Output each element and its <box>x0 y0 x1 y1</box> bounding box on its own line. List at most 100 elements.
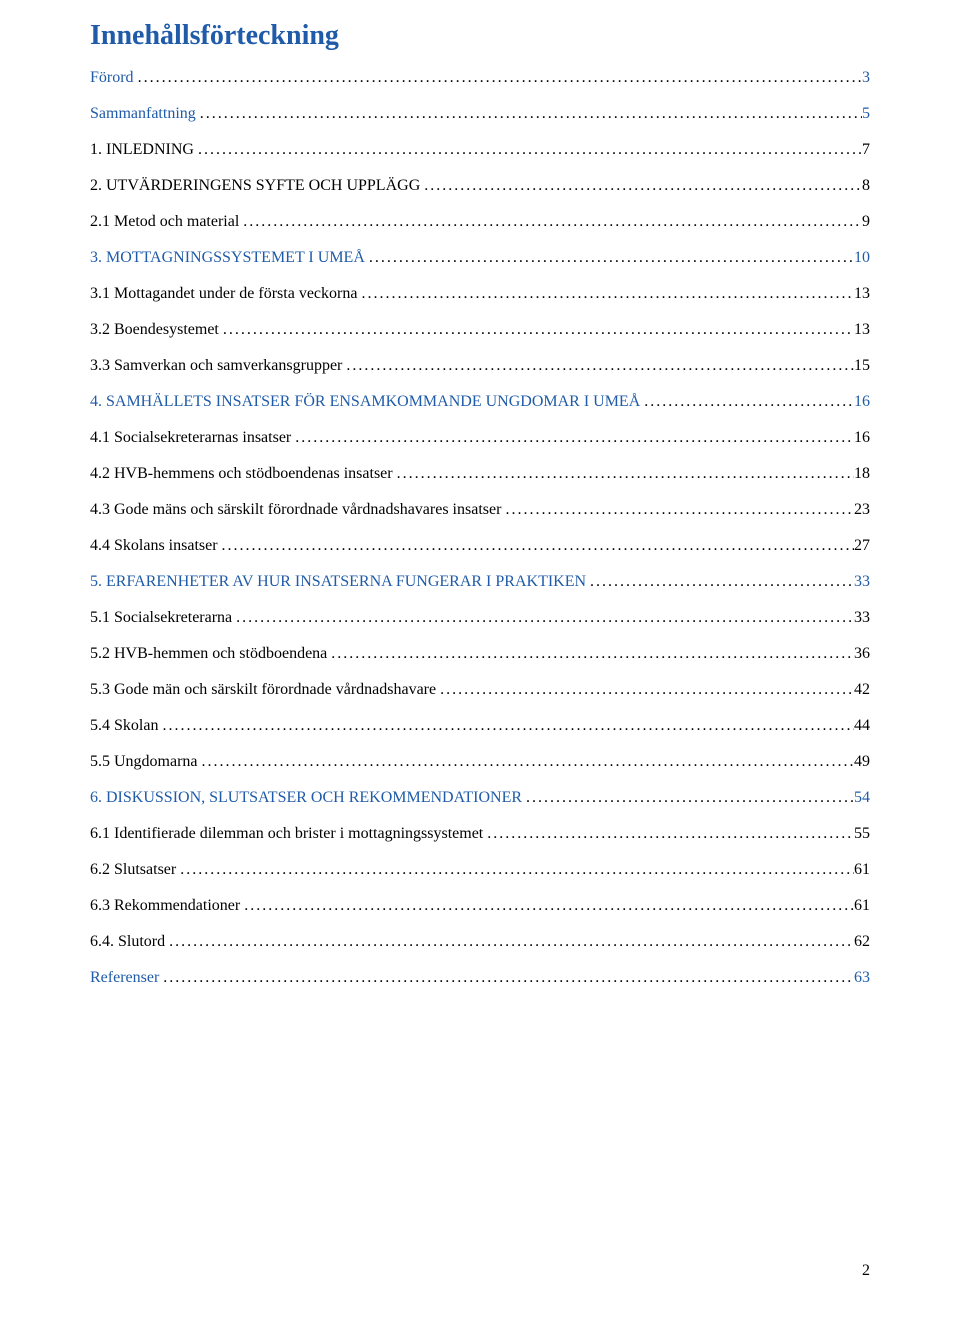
toc-entry-label: 3. MOTTAGNINGSSYSTEMET I UMEÅ <box>90 246 365 270</box>
toc-entry-page: 36 <box>854 642 870 666</box>
toc-leaders: ........................................… <box>291 426 854 450</box>
toc-entry-page: 42 <box>854 678 870 702</box>
toc-entry-page: 13 <box>854 282 870 306</box>
toc-leaders: ........................................… <box>420 174 862 198</box>
toc-entry-label: 6. DISKUSSION, SLUTSATSER OCH REKOMMENDA… <box>90 786 522 810</box>
toc-leaders: ........................................… <box>196 102 862 126</box>
toc-title: Innehållsförteckning <box>90 20 870 52</box>
toc-entry-label: 5. ERFARENHETER AV HUR INSATSERNA FUNGER… <box>90 570 586 594</box>
page-number: 2 <box>862 1262 870 1280</box>
toc-entry[interactable]: 6.2 Slutsatser..........................… <box>90 858 870 882</box>
toc-entry[interactable]: 6.1 Identifierade dilemman och brister i… <box>90 822 870 846</box>
toc-entry[interactable]: 5.5 Ungdomarna..........................… <box>90 750 870 774</box>
toc-entry-label: 3.3 Samverkan och samverkansgrupper <box>90 354 342 378</box>
toc-entry[interactable]: 5.2 HVB-hemmen och stödboendena.........… <box>90 642 870 666</box>
toc-leaders: ........................................… <box>134 66 862 90</box>
toc-entry-label: 4.3 Gode mäns och särskilt förordnade vå… <box>90 498 501 522</box>
toc-entry-page: 5 <box>862 102 870 126</box>
toc-entry-label: 4. SAMHÄLLETS INSATSER FÖR ENSAMKOMMANDE… <box>90 390 640 414</box>
toc-leaders: ........................................… <box>365 246 854 270</box>
toc-entry-page: 7 <box>862 138 870 162</box>
toc-entry-page: 15 <box>854 354 870 378</box>
toc-leaders: ........................................… <box>342 354 854 378</box>
toc-entry-page: 33 <box>854 570 870 594</box>
toc-entry-label: 1. INLEDNING <box>90 138 194 162</box>
toc-entry-label: Referenser <box>90 966 159 990</box>
toc-entry-page: 9 <box>862 210 870 234</box>
toc-entry[interactable]: 4.1 Socialsekreterarnas insatser........… <box>90 426 870 450</box>
toc-leaders: ........................................… <box>240 894 854 918</box>
toc-leaders: ........................................… <box>198 750 854 774</box>
toc-leaders: ........................................… <box>483 822 854 846</box>
toc-leaders: ........................................… <box>194 138 862 162</box>
toc-leaders: ........................................… <box>165 930 854 954</box>
toc-entry[interactable]: 4.2 HVB-hemmens och stödboendenas insats… <box>90 462 870 486</box>
toc-leaders: ........................................… <box>158 714 854 738</box>
toc-entry[interactable]: 6. DISKUSSION, SLUTSATSER OCH REKOMMENDA… <box>90 786 870 810</box>
toc-entry-page: 63 <box>854 966 870 990</box>
toc-entry-label: 6.3 Rekommendationer <box>90 894 240 918</box>
toc-entry[interactable]: 3.1 Mottagandet under de första veckorna… <box>90 282 870 306</box>
toc-entry-label: 6.1 Identifierade dilemman och brister i… <box>90 822 483 846</box>
toc-leaders: ........................................… <box>586 570 854 594</box>
toc-entry[interactable]: 5.4 Skolan..............................… <box>90 714 870 738</box>
toc-leaders: ........................................… <box>357 282 854 306</box>
toc-entry-page: 33 <box>854 606 870 630</box>
toc-entry-page: 49 <box>854 750 870 774</box>
toc-leaders: ........................................… <box>393 462 854 486</box>
toc-entry[interactable]: Referenser..............................… <box>90 966 870 990</box>
toc-entry[interactable]: 4.3 Gode mäns och särskilt förordnade vå… <box>90 498 870 522</box>
toc-entry-label: 5.1 Socialsekreterarna <box>90 606 232 630</box>
toc-leaders: ........................................… <box>239 210 862 234</box>
toc-entry-label: 5.3 Gode män och särskilt förordnade vår… <box>90 678 436 702</box>
toc-entry-page: 23 <box>854 498 870 522</box>
toc-leaders: ........................................… <box>232 606 854 630</box>
toc-entry-label: 6.2 Slutsatser <box>90 858 176 882</box>
toc-entry-label: 4.4 Skolans insatser <box>90 534 218 558</box>
toc-entry[interactable]: 3.3 Samverkan och samverkansgrupper.....… <box>90 354 870 378</box>
toc-entry-page: 62 <box>854 930 870 954</box>
toc-entry-page: 61 <box>854 858 870 882</box>
toc-leaders: ........................................… <box>218 534 854 558</box>
toc-leaders: ........................................… <box>522 786 854 810</box>
toc-entry[interactable]: 5.1 Socialsekreterarna..................… <box>90 606 870 630</box>
toc-entry-label: 5.5 Ungdomarna <box>90 750 198 774</box>
toc-entry-page: 18 <box>854 462 870 486</box>
toc-entry[interactable]: 1. INLEDNING............................… <box>90 138 870 162</box>
toc-entry-label: 3.1 Mottagandet under de första veckorna <box>90 282 357 306</box>
toc-entry-label: 2.1 Metod och material <box>90 210 239 234</box>
toc-entry-label: 4.1 Socialsekreterarnas insatser <box>90 426 291 450</box>
toc-leaders: ........................................… <box>501 498 854 522</box>
toc-entry-label: 5.2 HVB-hemmen och stödboendena <box>90 642 327 666</box>
toc-leaders: ........................................… <box>436 678 854 702</box>
toc-entry-label: Sammanfattning <box>90 102 196 126</box>
toc-entry-page: 55 <box>854 822 870 846</box>
toc-entry[interactable]: 6.3 Rekommendationer....................… <box>90 894 870 918</box>
toc-entry-page: 61 <box>854 894 870 918</box>
toc-entry[interactable]: 5. ERFARENHETER AV HUR INSATSERNA FUNGER… <box>90 570 870 594</box>
toc-entry-label: Förord <box>90 66 134 90</box>
toc-entry[interactable]: 3.2 Boendesystemet......................… <box>90 318 870 342</box>
toc-entry[interactable]: 4. SAMHÄLLETS INSATSER FÖR ENSAMKOMMANDE… <box>90 390 870 414</box>
toc-leaders: ........................................… <box>176 858 854 882</box>
toc-entry-label: 5.4 Skolan <box>90 714 158 738</box>
toc-entry-page: 3 <box>862 66 870 90</box>
toc-entry-page: 54 <box>854 786 870 810</box>
toc-entry-label: 2. UTVÄRDERINGENS SYFTE OCH UPPLÄGG <box>90 174 420 198</box>
toc-leaders: ........................................… <box>640 390 854 414</box>
toc-entry[interactable]: 5.3 Gode män och särskilt förordnade vår… <box>90 678 870 702</box>
toc-entry[interactable]: 6.4. Slutord............................… <box>90 930 870 954</box>
toc-entry[interactable]: Sammanfattning..........................… <box>90 102 870 126</box>
toc-entry[interactable]: 2. UTVÄRDERINGENS SYFTE OCH UPPLÄGG.....… <box>90 174 870 198</box>
toc-entry-page: 16 <box>854 390 870 414</box>
toc-entry[interactable]: 2.1 Metod och material..................… <box>90 210 870 234</box>
toc-entry[interactable]: Förord..................................… <box>90 66 870 90</box>
toc-entry-label: 6.4. Slutord <box>90 930 165 954</box>
toc-entry-page: 44 <box>854 714 870 738</box>
toc-entry-page: 8 <box>862 174 870 198</box>
toc-entry[interactable]: 4.4 Skolans insatser....................… <box>90 534 870 558</box>
toc-leaders: ........................................… <box>219 318 854 342</box>
toc-entry-page: 27 <box>854 534 870 558</box>
toc-entry-page: 10 <box>854 246 870 270</box>
toc-entry[interactable]: 3. MOTTAGNINGSSYSTEMET I UMEÅ...........… <box>90 246 870 270</box>
